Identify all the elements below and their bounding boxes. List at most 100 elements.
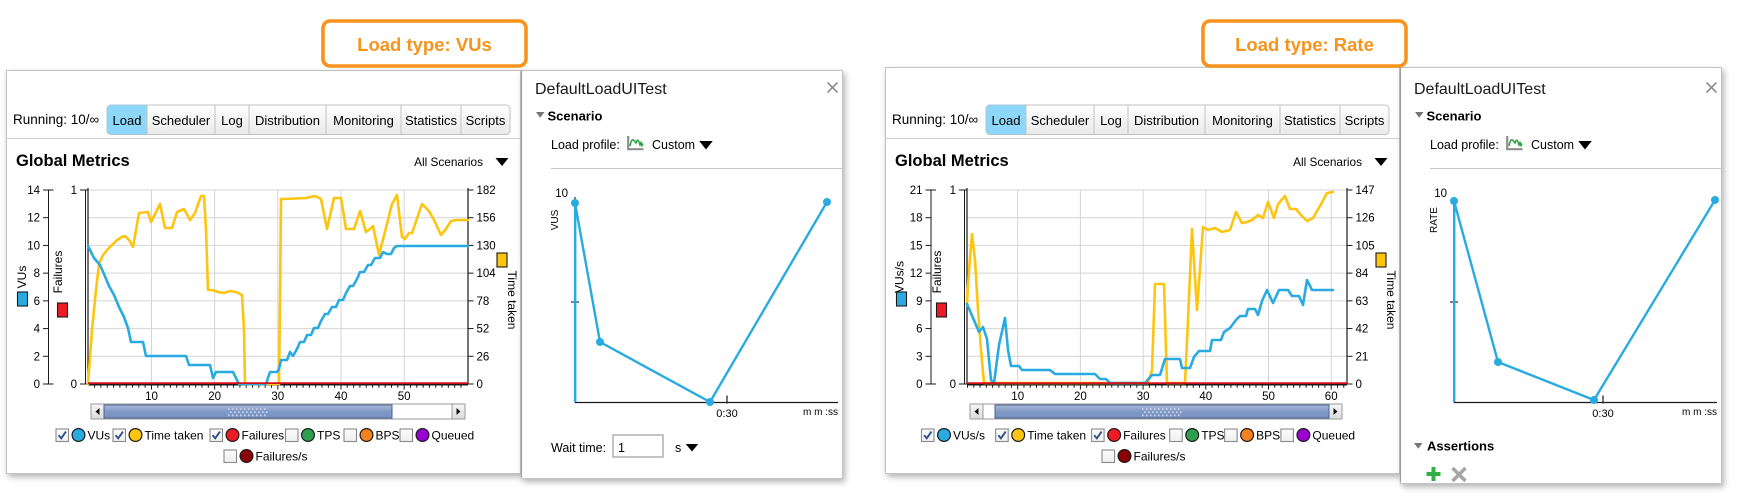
svg-text:12: 12 (910, 268, 923, 280)
svg-text:105: 105 (1356, 240, 1375, 252)
svg-text:3: 3 (916, 351, 922, 363)
svg-text:VUS: VUS (550, 209, 561, 230)
svg-text:0: 0 (71, 379, 77, 391)
svg-text:Time taken: Time taken (1027, 429, 1086, 443)
svg-text:Time taken: Time taken (1384, 271, 1398, 330)
svg-text:0: 0 (950, 379, 956, 391)
svg-text:Load: Load (113, 113, 142, 128)
svg-text:TPS: TPS (1201, 429, 1224, 443)
svg-text:10: 10 (555, 188, 568, 200)
svg-text:1: 1 (71, 185, 77, 197)
svg-text:50: 50 (1262, 391, 1275, 403)
svg-text:All Scenarios: All Scenarios (414, 155, 483, 169)
svg-text:Time taken: Time taken (145, 429, 204, 443)
svg-text:Scenario: Scenario (1427, 109, 1482, 124)
svg-text:Scheduler: Scheduler (1031, 113, 1090, 128)
svg-text:0: 0 (916, 379, 922, 391)
svg-text:0: 0 (477, 379, 483, 391)
svg-text:60: 60 (1325, 391, 1338, 403)
svg-text:10: 10 (27, 240, 40, 252)
svg-text:147: 147 (1356, 185, 1375, 197)
svg-text:BPS: BPS (1256, 429, 1280, 443)
svg-text:Statistics: Statistics (1284, 113, 1337, 128)
svg-text:84: 84 (1356, 268, 1369, 280)
svg-text:10: 10 (1434, 188, 1447, 200)
svg-text:20: 20 (1074, 391, 1087, 403)
svg-text:40: 40 (1199, 391, 1212, 403)
svg-text:Running: 10/∞: Running: 10/∞ (13, 112, 100, 127)
svg-text:VUs/s: VUs/s (893, 261, 907, 293)
svg-text:0: 0 (34, 379, 40, 391)
svg-text:Load profile:: Load profile: (551, 138, 620, 152)
svg-text:Failures: Failures (242, 429, 285, 443)
svg-text:2: 2 (34, 351, 40, 363)
svg-text:Queued: Queued (1312, 429, 1355, 443)
svg-text:m m :ss: m m :ss (803, 407, 838, 418)
svg-text:Failures: Failures (1123, 429, 1166, 443)
svg-text:Global Metrics: Global Metrics (16, 152, 130, 170)
svg-text:VUs: VUs (15, 266, 29, 289)
svg-text:Distribution: Distribution (255, 113, 320, 128)
svg-text:Failures/s: Failures/s (1134, 450, 1186, 464)
svg-text:26: 26 (477, 351, 490, 363)
svg-text:Scenario: Scenario (548, 109, 603, 124)
svg-text:Load type: VUs: Load type: VUs (357, 34, 492, 55)
svg-text:TPS: TPS (317, 429, 340, 443)
svg-text:1: 1 (618, 441, 625, 455)
svg-text:s: s (675, 441, 681, 455)
svg-text:VUs/s: VUs/s (953, 429, 985, 443)
svg-text:63: 63 (1356, 296, 1369, 308)
svg-text:BPS: BPS (376, 429, 400, 443)
svg-text:0: 0 (1356, 379, 1362, 391)
svg-text:21: 21 (910, 185, 923, 197)
svg-text:156: 156 (477, 213, 496, 225)
svg-text:DefaultLoadUITest: DefaultLoadUITest (1414, 81, 1546, 98)
svg-text:40: 40 (335, 391, 348, 403)
svg-text:12: 12 (27, 213, 40, 225)
svg-text:RATE: RATE (1429, 207, 1440, 233)
svg-text:Load: Load (992, 113, 1021, 128)
svg-text:21: 21 (1356, 351, 1369, 363)
svg-text:Log: Log (1100, 113, 1122, 128)
svg-text:6: 6 (916, 324, 922, 336)
svg-text:DefaultLoadUITest: DefaultLoadUITest (535, 81, 667, 98)
svg-text:10: 10 (145, 391, 158, 403)
svg-text:Time taken: Time taken (505, 271, 519, 330)
svg-text:All Scenarios: All Scenarios (1293, 155, 1362, 169)
svg-text:Load type: Rate: Load type: Rate (1235, 34, 1374, 55)
svg-text:20: 20 (208, 391, 221, 403)
svg-text:Log: Log (221, 113, 243, 128)
svg-text:Monitoring: Monitoring (1212, 113, 1273, 128)
svg-text:Wait time:: Wait time: (551, 441, 606, 455)
svg-text:Monitoring: Monitoring (333, 113, 394, 128)
svg-text:4: 4 (34, 324, 41, 336)
svg-text:15: 15 (910, 240, 923, 252)
svg-text:Scripts: Scripts (466, 113, 506, 128)
svg-text:Assertions: Assertions (1427, 439, 1494, 454)
svg-text:Failures/s: Failures/s (256, 450, 308, 464)
svg-text:Failures: Failures (930, 251, 944, 294)
svg-text:50: 50 (398, 391, 411, 403)
svg-text:130: 130 (477, 240, 496, 252)
svg-text:1: 1 (950, 185, 956, 197)
svg-text:0:30: 0:30 (1592, 408, 1613, 420)
svg-text:Statistics: Statistics (405, 113, 458, 128)
svg-text:30: 30 (271, 391, 284, 403)
svg-text:VUs: VUs (88, 429, 111, 443)
svg-text:42: 42 (1356, 324, 1369, 336)
svg-text:78: 78 (477, 296, 490, 308)
svg-text:Running: 10/∞: Running: 10/∞ (892, 112, 979, 127)
svg-text:104: 104 (477, 268, 497, 280)
svg-text:8: 8 (34, 268, 40, 280)
svg-text:Scripts: Scripts (1345, 113, 1385, 128)
svg-text:30: 30 (1137, 391, 1150, 403)
svg-text:52: 52 (477, 324, 490, 336)
svg-text:Scheduler: Scheduler (152, 113, 211, 128)
svg-text:Global Metrics: Global Metrics (895, 152, 1009, 170)
svg-text:6: 6 (34, 296, 40, 308)
svg-text:Distribution: Distribution (1134, 113, 1199, 128)
svg-text:Custom: Custom (652, 138, 695, 152)
svg-text:Load profile:: Load profile: (1430, 138, 1499, 152)
svg-text:182: 182 (477, 185, 496, 197)
svg-text:0:30: 0:30 (716, 408, 737, 420)
